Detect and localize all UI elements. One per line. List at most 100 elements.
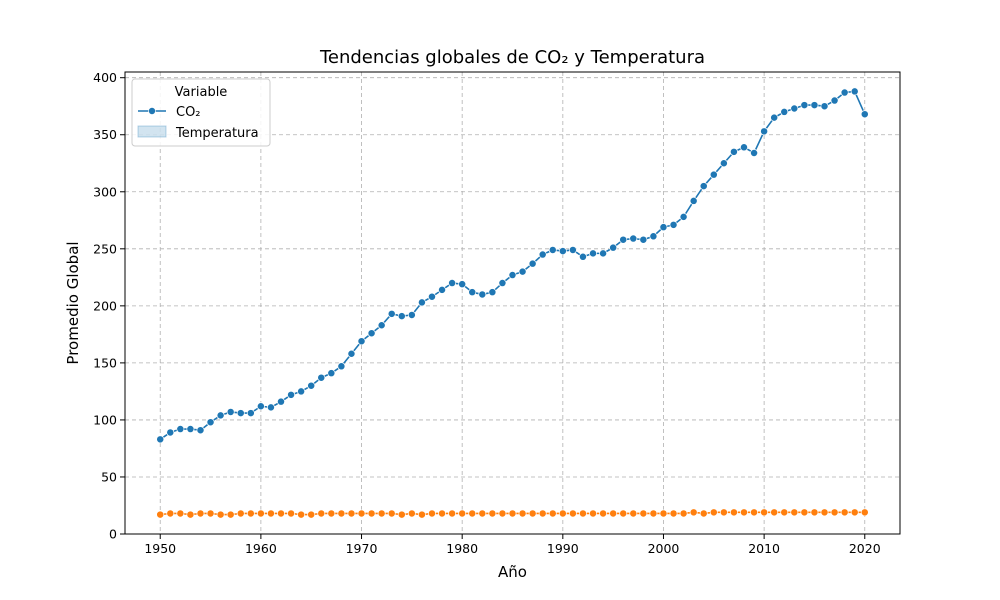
point-temperatura (840, 508, 849, 517)
point-co2 (307, 381, 316, 390)
point-temperatura (770, 508, 779, 517)
legend-co2-marker (148, 107, 156, 115)
point-co2 (478, 290, 487, 299)
point-temperatura (266, 509, 275, 518)
point-co2 (770, 113, 779, 122)
point-temperatura (669, 509, 678, 518)
point-co2 (246, 409, 255, 418)
point-co2 (448, 279, 457, 287)
point-co2 (840, 88, 849, 97)
point-co2 (166, 428, 175, 437)
point-co2 (176, 425, 185, 434)
legend-temp-patch (137, 125, 167, 138)
point-temperatura (166, 509, 175, 518)
point-temperatura (327, 509, 336, 518)
point-temperatura (277, 509, 285, 518)
point-co2 (649, 232, 658, 241)
point-co2 (337, 362, 346, 371)
point-co2 (568, 246, 577, 254)
x-axis-label: Año (498, 563, 527, 581)
point-co2 (750, 149, 759, 157)
point-co2 (508, 271, 517, 280)
point-co2 (810, 101, 819, 110)
point-co2 (740, 143, 748, 152)
x-tick-label: 2020 (849, 541, 881, 556)
y-tick-label: 400 (93, 70, 117, 85)
point-temperatura (599, 509, 608, 518)
legend-temp-label: Temperatura (175, 126, 259, 141)
point-temperatura (297, 510, 306, 519)
point-temperatura (750, 508, 759, 517)
point-co2 (599, 249, 608, 258)
legend-box (131, 78, 271, 147)
point-temperatura (216, 510, 225, 519)
point-temperatura (548, 509, 557, 518)
series-temperatura (156, 508, 869, 519)
point-temperatura (488, 509, 497, 518)
point-temperatura (609, 509, 618, 518)
point-co2 (297, 387, 306, 396)
point-temperatura (156, 510, 165, 519)
point-temperatura (236, 509, 245, 518)
x-axis: 1950 1960 1970 1980 1990 2000 2010 2020 (144, 534, 881, 556)
point-temperatura (347, 509, 356, 518)
point-temperatura (367, 509, 376, 518)
y-tick-label: 50 (101, 469, 117, 484)
point-co2 (458, 280, 467, 289)
point-co2 (256, 402, 265, 411)
point-co2 (780, 107, 789, 116)
point-co2 (357, 337, 366, 346)
legend: Variable CO₂ Temperatura (131, 78, 271, 147)
plot-frame (124, 71, 901, 535)
point-co2 (548, 246, 557, 254)
point-temperatura (226, 510, 235, 519)
point-co2 (206, 418, 215, 427)
point-temperatura (528, 509, 537, 518)
point-co2 (266, 403, 275, 412)
point-temperatura (800, 508, 809, 517)
series-layer (156, 87, 869, 519)
point-co2 (287, 390, 296, 399)
point-co2 (428, 292, 436, 301)
point-co2 (327, 369, 336, 378)
point-temperatura (307, 510, 316, 519)
point-temperatura (407, 509, 416, 518)
point-temperatura (659, 509, 668, 518)
y-tick-label: 300 (93, 184, 117, 199)
point-co2 (609, 243, 618, 252)
point-temperatura (729, 508, 738, 517)
point-co2 (689, 196, 698, 205)
point-temperatura (397, 510, 406, 519)
point-co2 (619, 235, 628, 244)
point-temperatura (478, 509, 487, 518)
x-tick-label: 1990 (547, 541, 579, 556)
point-co2 (850, 87, 859, 96)
point-co2 (669, 220, 678, 229)
y-axis-label: Promedio Global (64, 241, 82, 364)
point-co2 (790, 104, 799, 113)
point-co2 (377, 321, 386, 330)
point-temperatura (790, 508, 799, 517)
point-co2 (216, 411, 225, 420)
point-temperatura (649, 509, 658, 518)
point-temperatura (629, 509, 638, 518)
point-co2 (800, 101, 809, 110)
x-tick-label: 1950 (144, 541, 176, 556)
point-co2 (659, 223, 668, 232)
y-tick-label: 250 (93, 241, 117, 256)
point-temperatura (579, 509, 587, 518)
y-axis: 0 50 100 150 200 250 300 350 400 (93, 70, 125, 542)
point-temperatura (377, 509, 386, 518)
point-co2 (277, 397, 285, 406)
point-co2 (317, 373, 326, 382)
legend-co2-label: CO₂ (176, 105, 201, 120)
point-temperatura (810, 508, 819, 517)
point-temperatura (387, 509, 396, 518)
point-temperatura (689, 508, 698, 517)
point-temperatura (417, 510, 426, 519)
point-co2 (629, 234, 638, 243)
point-co2 (226, 407, 235, 416)
point-co2 (860, 110, 869, 119)
point-temperatura (709, 508, 718, 517)
